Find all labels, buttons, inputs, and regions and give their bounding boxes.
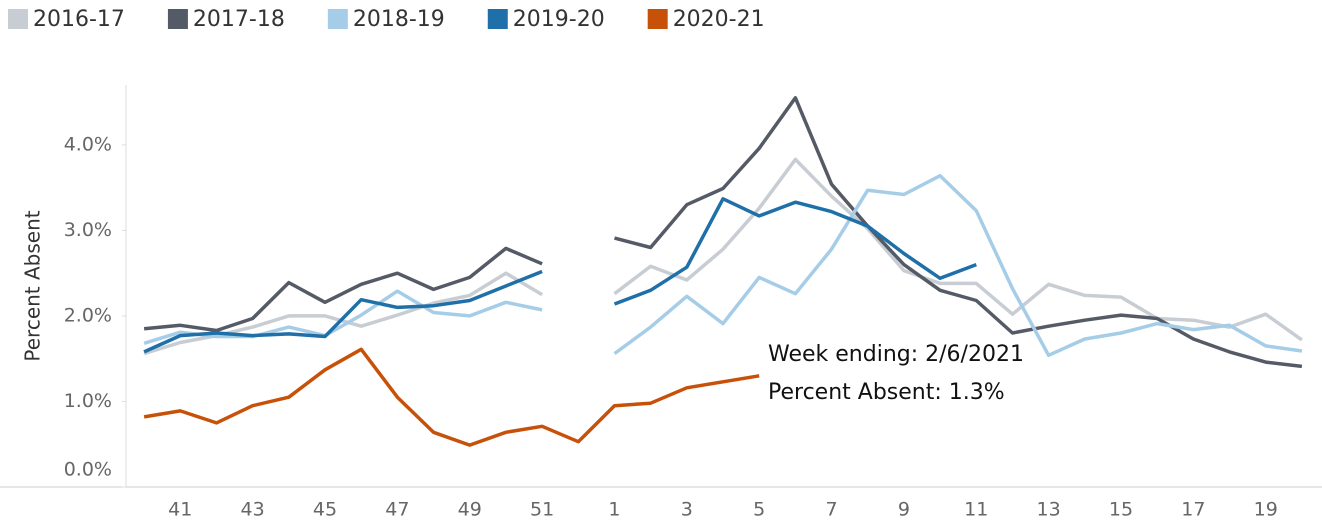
y-tick-label: 4.0% <box>64 133 112 155</box>
series-line <box>143 347 760 447</box>
annotation: Week ending: 2/6/2021 <box>768 342 1024 367</box>
x-tick-label: 15 <box>1109 499 1133 521</box>
x-tick-label: 9 <box>898 499 910 521</box>
x-tick-label: 13 <box>1037 499 1061 521</box>
y-tick-label: 3.0% <box>64 219 112 241</box>
legend-swatch <box>647 9 668 29</box>
legend-label: 2018-19 <box>353 7 445 32</box>
legend-swatch <box>167 9 188 29</box>
x-tick-label: 11 <box>964 499 988 521</box>
x-tick-label: 47 <box>385 499 409 521</box>
x-tick-label: 7 <box>825 499 837 521</box>
x-tick-label: 41 <box>168 499 192 521</box>
legend-swatch <box>487 9 508 29</box>
y-tick-label: 1.0% <box>64 390 112 412</box>
y-tick-label: 2.0% <box>64 304 112 326</box>
x-tick-label: 17 <box>1181 499 1205 521</box>
legend-label: 2019-20 <box>513 7 605 32</box>
legend-swatch <box>327 9 348 29</box>
x-tick-label: 51 <box>530 499 554 521</box>
x-tick-label: 43 <box>241 499 265 521</box>
legend-swatch <box>8 9 28 29</box>
series-line <box>143 197 977 354</box>
y-tick-label: 0.0% <box>64 459 112 481</box>
x-tick-label: 5 <box>753 499 765 521</box>
y-axis-title: Percent Absent <box>21 210 45 361</box>
annotation: Percent Absent: 1.3% <box>768 380 1005 405</box>
series-line <box>143 173 1303 358</box>
x-tick-label: 3 <box>681 499 693 521</box>
x-tick-label: 49 <box>458 499 482 521</box>
series-line <box>143 96 1303 369</box>
x-tick-label: 1 <box>608 499 620 521</box>
x-tick-label: 45 <box>313 499 337 521</box>
legend-label: 2020-21 <box>673 7 765 32</box>
x-tick-label: 19 <box>1254 499 1278 521</box>
legend-label: 2016-17 <box>33 7 125 32</box>
legend-label: 2017-18 <box>193 7 285 32</box>
